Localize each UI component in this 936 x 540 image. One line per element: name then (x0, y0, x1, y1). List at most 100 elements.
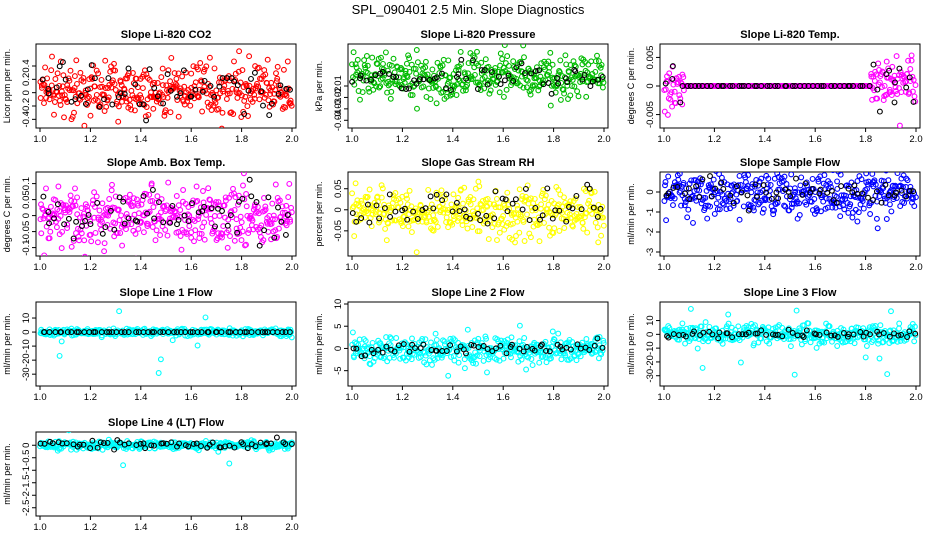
selected-point (59, 59, 66, 66)
data-point (855, 194, 862, 201)
y-tick-label: 0 (645, 83, 656, 88)
selected-point (816, 331, 823, 338)
data-point (662, 182, 668, 189)
selected-point (433, 347, 440, 354)
x-tick-label: 1.8 (235, 392, 248, 403)
data-point (197, 60, 204, 66)
selected-point (493, 345, 499, 352)
data-point (414, 59, 421, 66)
data-point (231, 190, 237, 197)
selected-point (449, 208, 456, 215)
data-point (148, 180, 155, 187)
data-point (567, 62, 574, 68)
selected-point (700, 329, 707, 336)
data-point (59, 228, 66, 235)
y-tick-label: -2.5 (21, 500, 32, 516)
selected-point (262, 329, 269, 336)
selected-point (801, 83, 808, 89)
selected-point (744, 192, 751, 199)
data-point (116, 308, 123, 315)
selected-point (785, 326, 792, 333)
selected-point (88, 62, 95, 69)
data-point (282, 104, 289, 111)
data-point (258, 76, 265, 82)
data-point (834, 343, 841, 349)
data-point (448, 201, 455, 208)
data-point (206, 83, 213, 90)
y-tick-label: 0 (645, 189, 656, 194)
selected-point (241, 111, 248, 117)
x-tick-label: 1.6 (809, 392, 822, 403)
data-point (833, 193, 840, 200)
selected-point (674, 184, 681, 190)
data-point (233, 225, 240, 232)
data-point (561, 74, 568, 81)
data-point (94, 239, 101, 246)
y-axis-label: degrees C per min. (626, 48, 636, 125)
selected-point (539, 212, 546, 219)
selected-point (349, 210, 356, 217)
selected-point (94, 444, 101, 451)
selected-point (468, 341, 475, 348)
data-point (820, 198, 827, 205)
selected-point (227, 329, 234, 336)
data-point (553, 342, 560, 349)
selected-point (572, 68, 579, 75)
x-tick-label: 1.8 (859, 262, 872, 273)
data-point (737, 359, 744, 366)
data-point (433, 336, 440, 343)
data-point (727, 196, 734, 202)
data-point (373, 83, 380, 90)
data-point (539, 80, 546, 87)
data-point (224, 90, 231, 97)
data-point (671, 88, 678, 95)
selected-point (594, 335, 601, 342)
selected-point (105, 75, 112, 82)
selected-point (420, 341, 427, 348)
data-point (522, 197, 529, 204)
data-point (723, 206, 730, 213)
data-point (363, 53, 370, 59)
data-point (54, 70, 61, 77)
data-point (773, 201, 779, 208)
y-tick-label: -1.5 (21, 475, 32, 491)
data-point (588, 350, 595, 357)
data-point (414, 105, 420, 112)
data-point (262, 71, 269, 78)
data-point (145, 221, 151, 228)
data-point (732, 326, 739, 333)
data-point (521, 335, 528, 341)
data-point (173, 75, 180, 82)
selected-point (61, 221, 68, 228)
data-point (584, 229, 591, 236)
selected-point (545, 80, 552, 86)
data-point (877, 322, 884, 329)
data-point (284, 218, 291, 224)
selected-point (148, 442, 155, 449)
data-point (827, 183, 834, 190)
data-point (229, 85, 236, 92)
y-tick-label: -1 (21, 466, 32, 474)
data-point (484, 195, 491, 202)
selected-point (891, 330, 897, 337)
data-point (194, 342, 201, 349)
y-tick-label: 0 (333, 346, 344, 351)
data-point (438, 187, 445, 194)
selected-point (275, 204, 281, 211)
data-point (150, 204, 157, 211)
data-point (690, 219, 696, 226)
data-point (99, 200, 106, 207)
data-point (238, 219, 245, 226)
data-point (535, 87, 542, 94)
data-point (381, 210, 388, 217)
data-point (93, 193, 100, 200)
selected-point (391, 348, 398, 355)
data-point (473, 360, 479, 367)
data-point (126, 191, 133, 198)
data-point (600, 222, 607, 229)
selected-point (175, 216, 182, 223)
selected-point (198, 443, 204, 450)
x-tick-label: 1.6 (185, 522, 198, 533)
data-point (457, 48, 464, 55)
data-point (264, 80, 270, 87)
